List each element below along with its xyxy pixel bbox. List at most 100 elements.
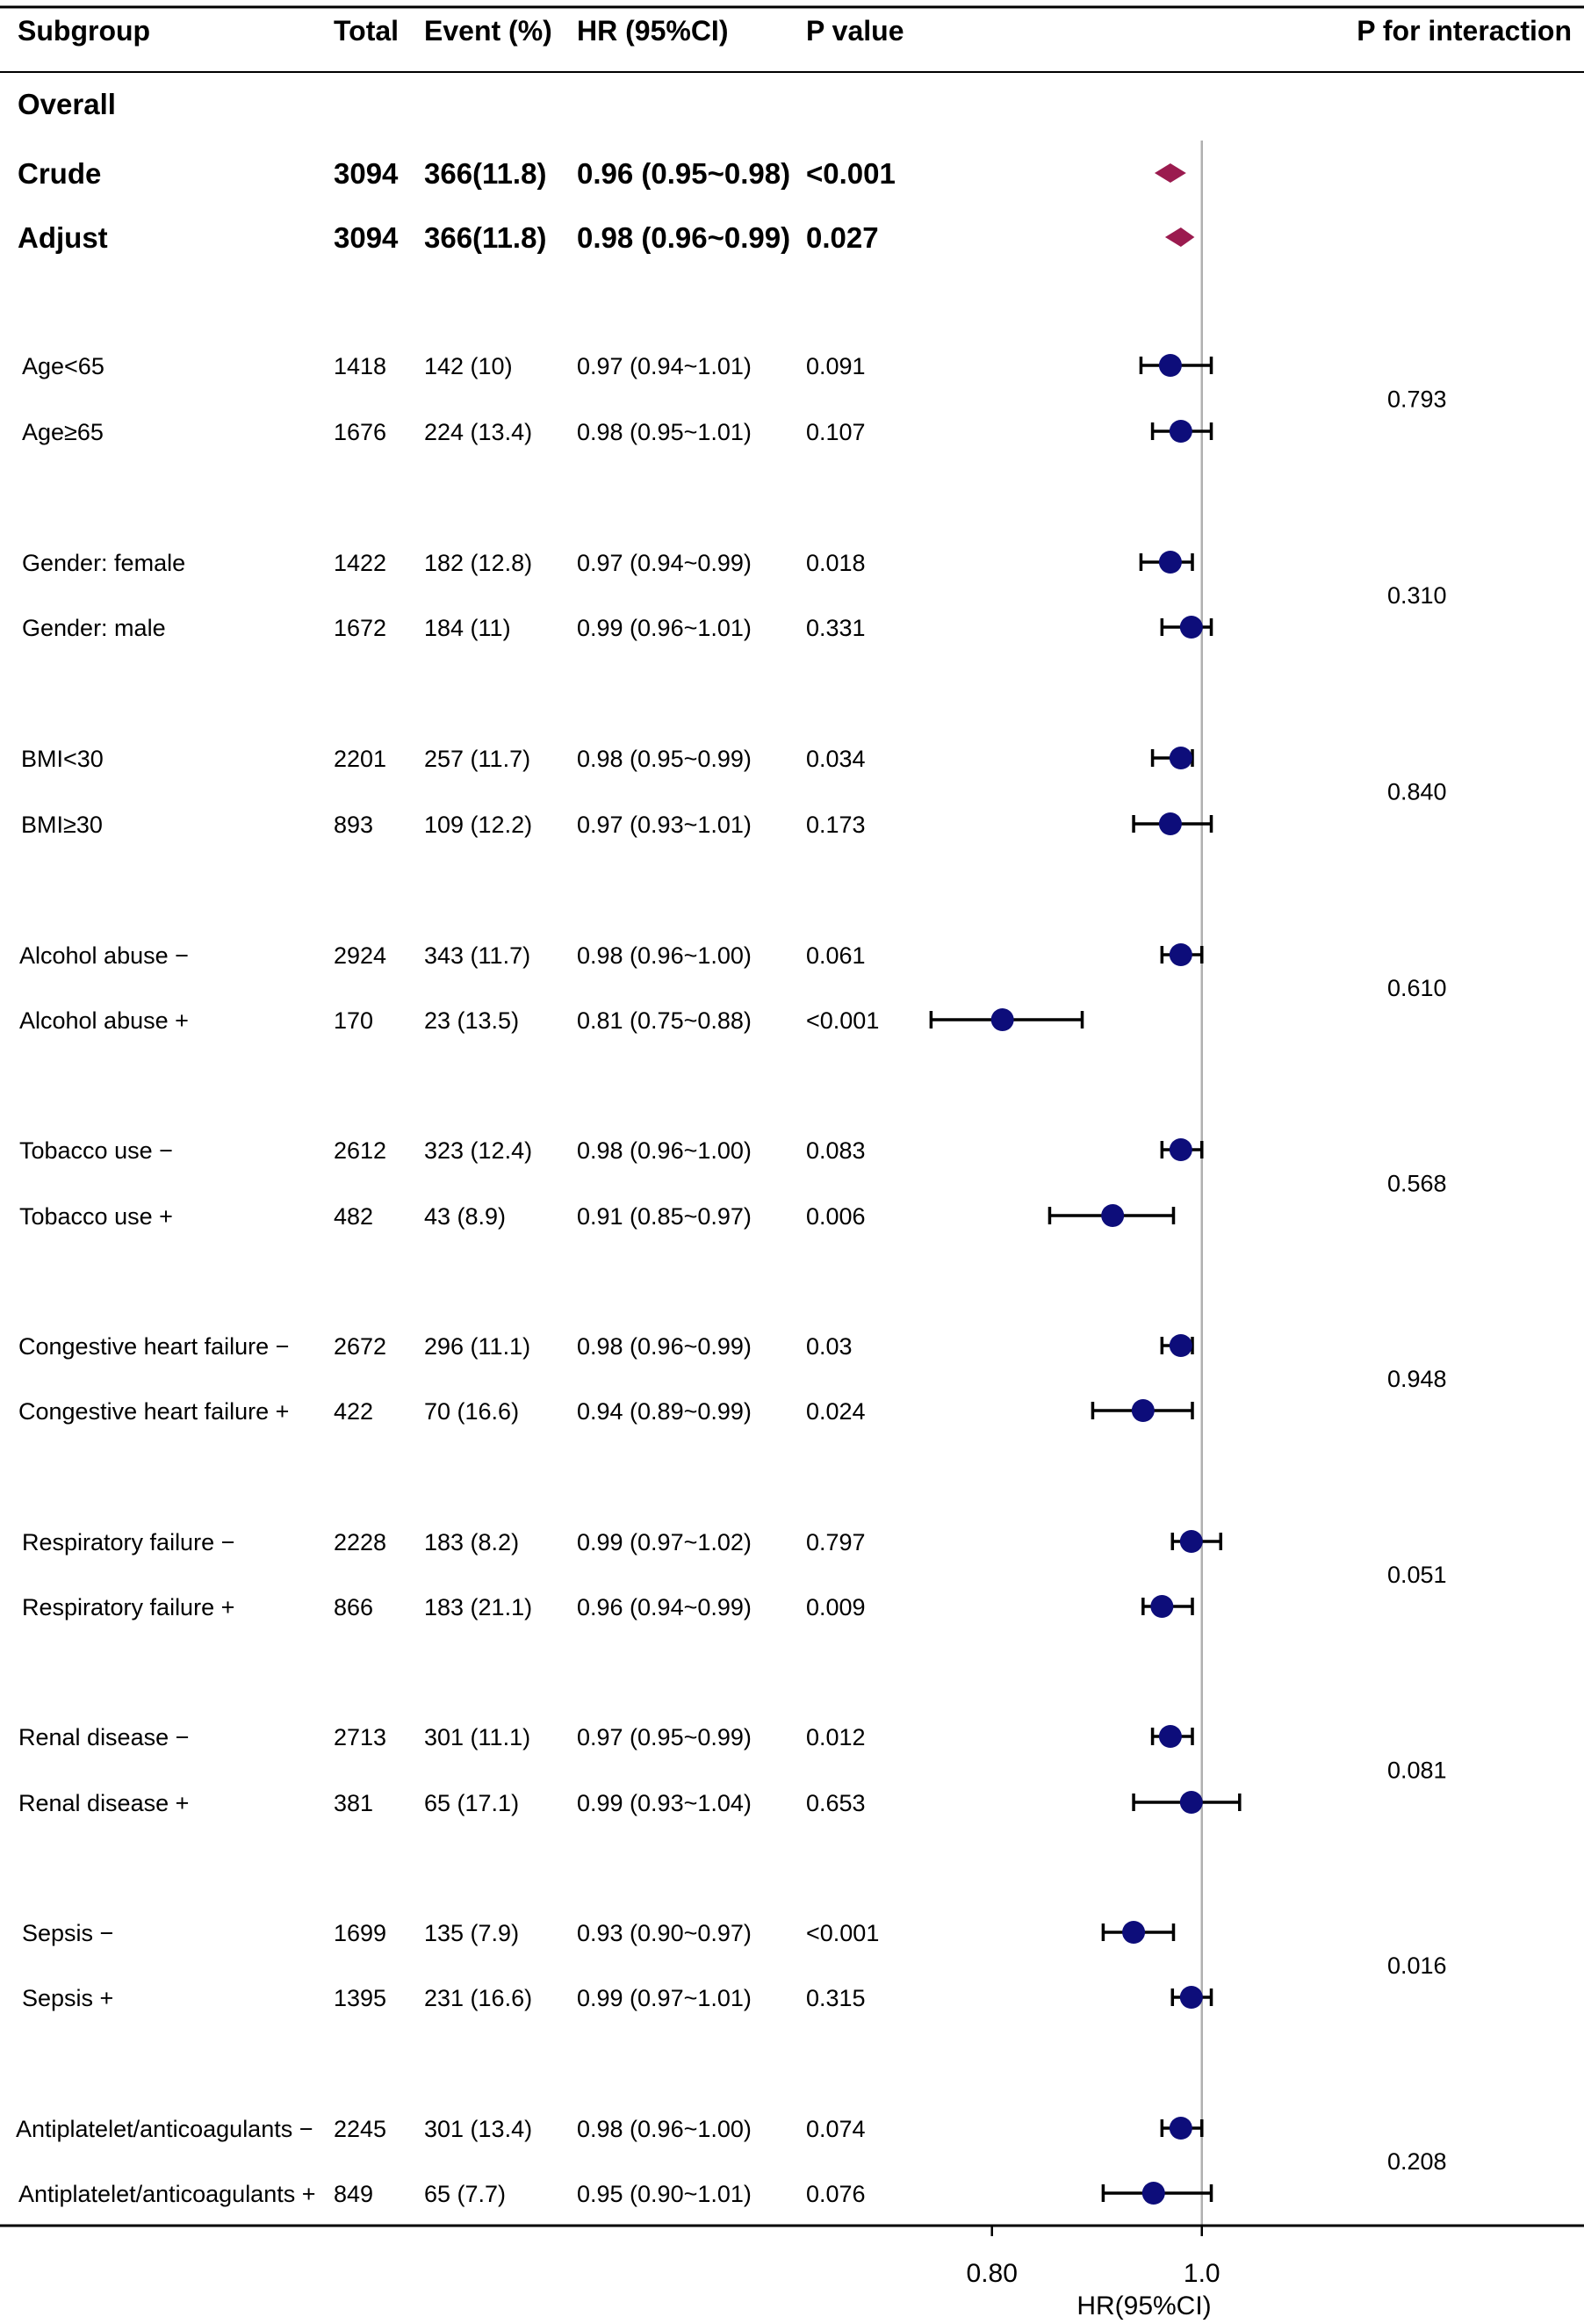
hr-point bbox=[1169, 1138, 1192, 1161]
row-event: 301 (11.1) bbox=[424, 1724, 530, 1750]
row-event: 109 (12.2) bbox=[424, 812, 532, 838]
row-hr: 0.93 (0.90~0.97) bbox=[577, 1920, 752, 1946]
row-hr: 0.97 (0.94~1.01) bbox=[577, 353, 752, 379]
hr-point bbox=[1122, 1921, 1146, 1944]
hr-point bbox=[1169, 2117, 1192, 2140]
hr-point bbox=[1169, 1334, 1192, 1357]
row-total: 2672 bbox=[334, 1333, 386, 1360]
row-label: BMI≥30 bbox=[21, 812, 103, 838]
p-interaction-value: 0.568 bbox=[1387, 1171, 1447, 1197]
row-event: 65 (7.7) bbox=[424, 2181, 506, 2207]
row-total: 482 bbox=[334, 1203, 373, 1230]
row-p-value: 0.315 bbox=[806, 1985, 866, 2011]
hr-point bbox=[1169, 747, 1192, 769]
row-hr: 0.94 (0.89~0.99) bbox=[577, 1398, 752, 1425]
p-interaction-value: 0.016 bbox=[1387, 1952, 1447, 1979]
row-label: Renal disease − bbox=[18, 1724, 189, 1750]
overall-row-total: 3094 bbox=[334, 157, 399, 190]
hr-point bbox=[1179, 616, 1203, 639]
row-total: 1418 bbox=[334, 353, 386, 379]
row-total: 1676 bbox=[334, 419, 386, 445]
row-total: 1422 bbox=[334, 550, 386, 576]
x-axis-label: HR(95%CI) bbox=[1076, 2292, 1211, 2320]
p-interaction-value: 0.948 bbox=[1387, 1366, 1447, 1392]
row-hr: 0.98 (0.96~1.00) bbox=[577, 942, 752, 969]
row-event: 231 (16.6) bbox=[424, 1985, 532, 2011]
row-p-value: 0.018 bbox=[806, 550, 866, 576]
overall-row-p: <0.001 bbox=[806, 157, 896, 190]
row-total: 893 bbox=[334, 812, 373, 838]
hr-point bbox=[1169, 943, 1192, 966]
hr-point bbox=[1158, 551, 1182, 574]
row-label: Tobacco use − bbox=[19, 1137, 173, 1164]
row-p-value: 0.006 bbox=[806, 1203, 866, 1230]
row-label: Respiratory failure + bbox=[22, 1594, 234, 1620]
overall-diamond bbox=[1154, 163, 1186, 183]
row-label: Renal disease + bbox=[18, 1790, 189, 1816]
header-p-interaction: P for interaction bbox=[1357, 15, 1572, 47]
row-p-value: 0.076 bbox=[806, 2181, 866, 2207]
row-hr: 0.99 (0.97~1.01) bbox=[577, 1985, 752, 2011]
row-label: Alcohol abuse + bbox=[19, 1007, 189, 1034]
row-total: 170 bbox=[334, 1007, 373, 1034]
row-p-value: 0.083 bbox=[806, 1137, 866, 1164]
row-p-value: 0.061 bbox=[806, 942, 866, 969]
row-p-value: 0.331 bbox=[806, 615, 866, 641]
row-p-value: 0.091 bbox=[806, 353, 866, 379]
row-hr: 0.98 (0.96~0.99) bbox=[577, 1333, 752, 1360]
row-event: 70 (16.6) bbox=[424, 1398, 519, 1425]
hr-point bbox=[1141, 2182, 1165, 2205]
row-total: 2201 bbox=[334, 746, 386, 772]
overall-row-event: 366(11.8) bbox=[424, 157, 546, 190]
row-total: 2924 bbox=[334, 942, 386, 969]
row-total: 866 bbox=[334, 1594, 373, 1620]
p-interaction-value: 0.840 bbox=[1387, 779, 1447, 805]
row-hr: 0.98 (0.95~1.01) bbox=[577, 419, 752, 445]
row-label: Sepsis + bbox=[22, 1985, 113, 2011]
row-label: Sepsis − bbox=[22, 1920, 113, 1946]
row-hr: 0.97 (0.95~0.99) bbox=[577, 1724, 752, 1750]
overall-row-hr: 0.96 (0.95~0.98) bbox=[577, 157, 790, 190]
row-event: 182 (12.8) bbox=[424, 550, 532, 576]
row-event: 257 (11.7) bbox=[424, 746, 530, 772]
row-hr: 0.81 (0.75~0.88) bbox=[577, 1007, 752, 1034]
row-label: Age<65 bbox=[22, 353, 104, 379]
row-total: 849 bbox=[334, 2181, 373, 2207]
row-hr: 0.99 (0.96~1.01) bbox=[577, 615, 752, 641]
hr-point bbox=[1179, 1530, 1203, 1553]
row-event: 184 (11) bbox=[424, 615, 511, 641]
row-total: 2228 bbox=[334, 1529, 386, 1555]
row-total: 2612 bbox=[334, 1137, 386, 1164]
overall-label: Overall bbox=[18, 88, 116, 120]
hr-point bbox=[1158, 1725, 1182, 1748]
row-event: 135 (7.9) bbox=[424, 1920, 519, 1946]
row-total: 2245 bbox=[334, 2116, 386, 2142]
overall-row-event: 366(11.8) bbox=[424, 221, 546, 254]
row-event: 301 (13.4) bbox=[424, 2116, 532, 2142]
p-interaction-value: 0.208 bbox=[1387, 2148, 1447, 2175]
row-label: Congestive heart failure + bbox=[18, 1398, 289, 1425]
row-p-value: 0.012 bbox=[806, 1724, 866, 1750]
row-hr: 0.99 (0.97~1.02) bbox=[577, 1529, 752, 1555]
row-label: BMI<30 bbox=[21, 746, 104, 772]
hr-point bbox=[1158, 354, 1182, 377]
row-event: 43 (8.9) bbox=[424, 1203, 506, 1230]
overall-row-total: 3094 bbox=[334, 221, 399, 254]
row-label: Alcohol abuse − bbox=[19, 942, 189, 969]
row-hr: 0.97 (0.93~1.01) bbox=[577, 812, 752, 838]
x-tick-label: 0.80 bbox=[967, 2259, 1018, 2288]
row-event: 343 (11.7) bbox=[424, 942, 530, 969]
hr-point bbox=[1101, 1204, 1125, 1227]
row-event: 183 (21.1) bbox=[424, 1594, 532, 1620]
hr-point bbox=[1131, 1399, 1155, 1422]
header-subgroup: Subgroup bbox=[18, 15, 150, 47]
row-p-value: 0.009 bbox=[806, 1594, 866, 1620]
row-p-value: 0.107 bbox=[806, 419, 866, 445]
row-event: 224 (13.4) bbox=[424, 419, 532, 445]
hr-point bbox=[1179, 1791, 1203, 1814]
p-interaction-value: 0.793 bbox=[1387, 386, 1447, 413]
header-p-value: P value bbox=[806, 15, 904, 47]
row-label: Antiplatelet/anticoagulants − bbox=[16, 2116, 313, 2142]
header-total: Total bbox=[334, 15, 399, 47]
